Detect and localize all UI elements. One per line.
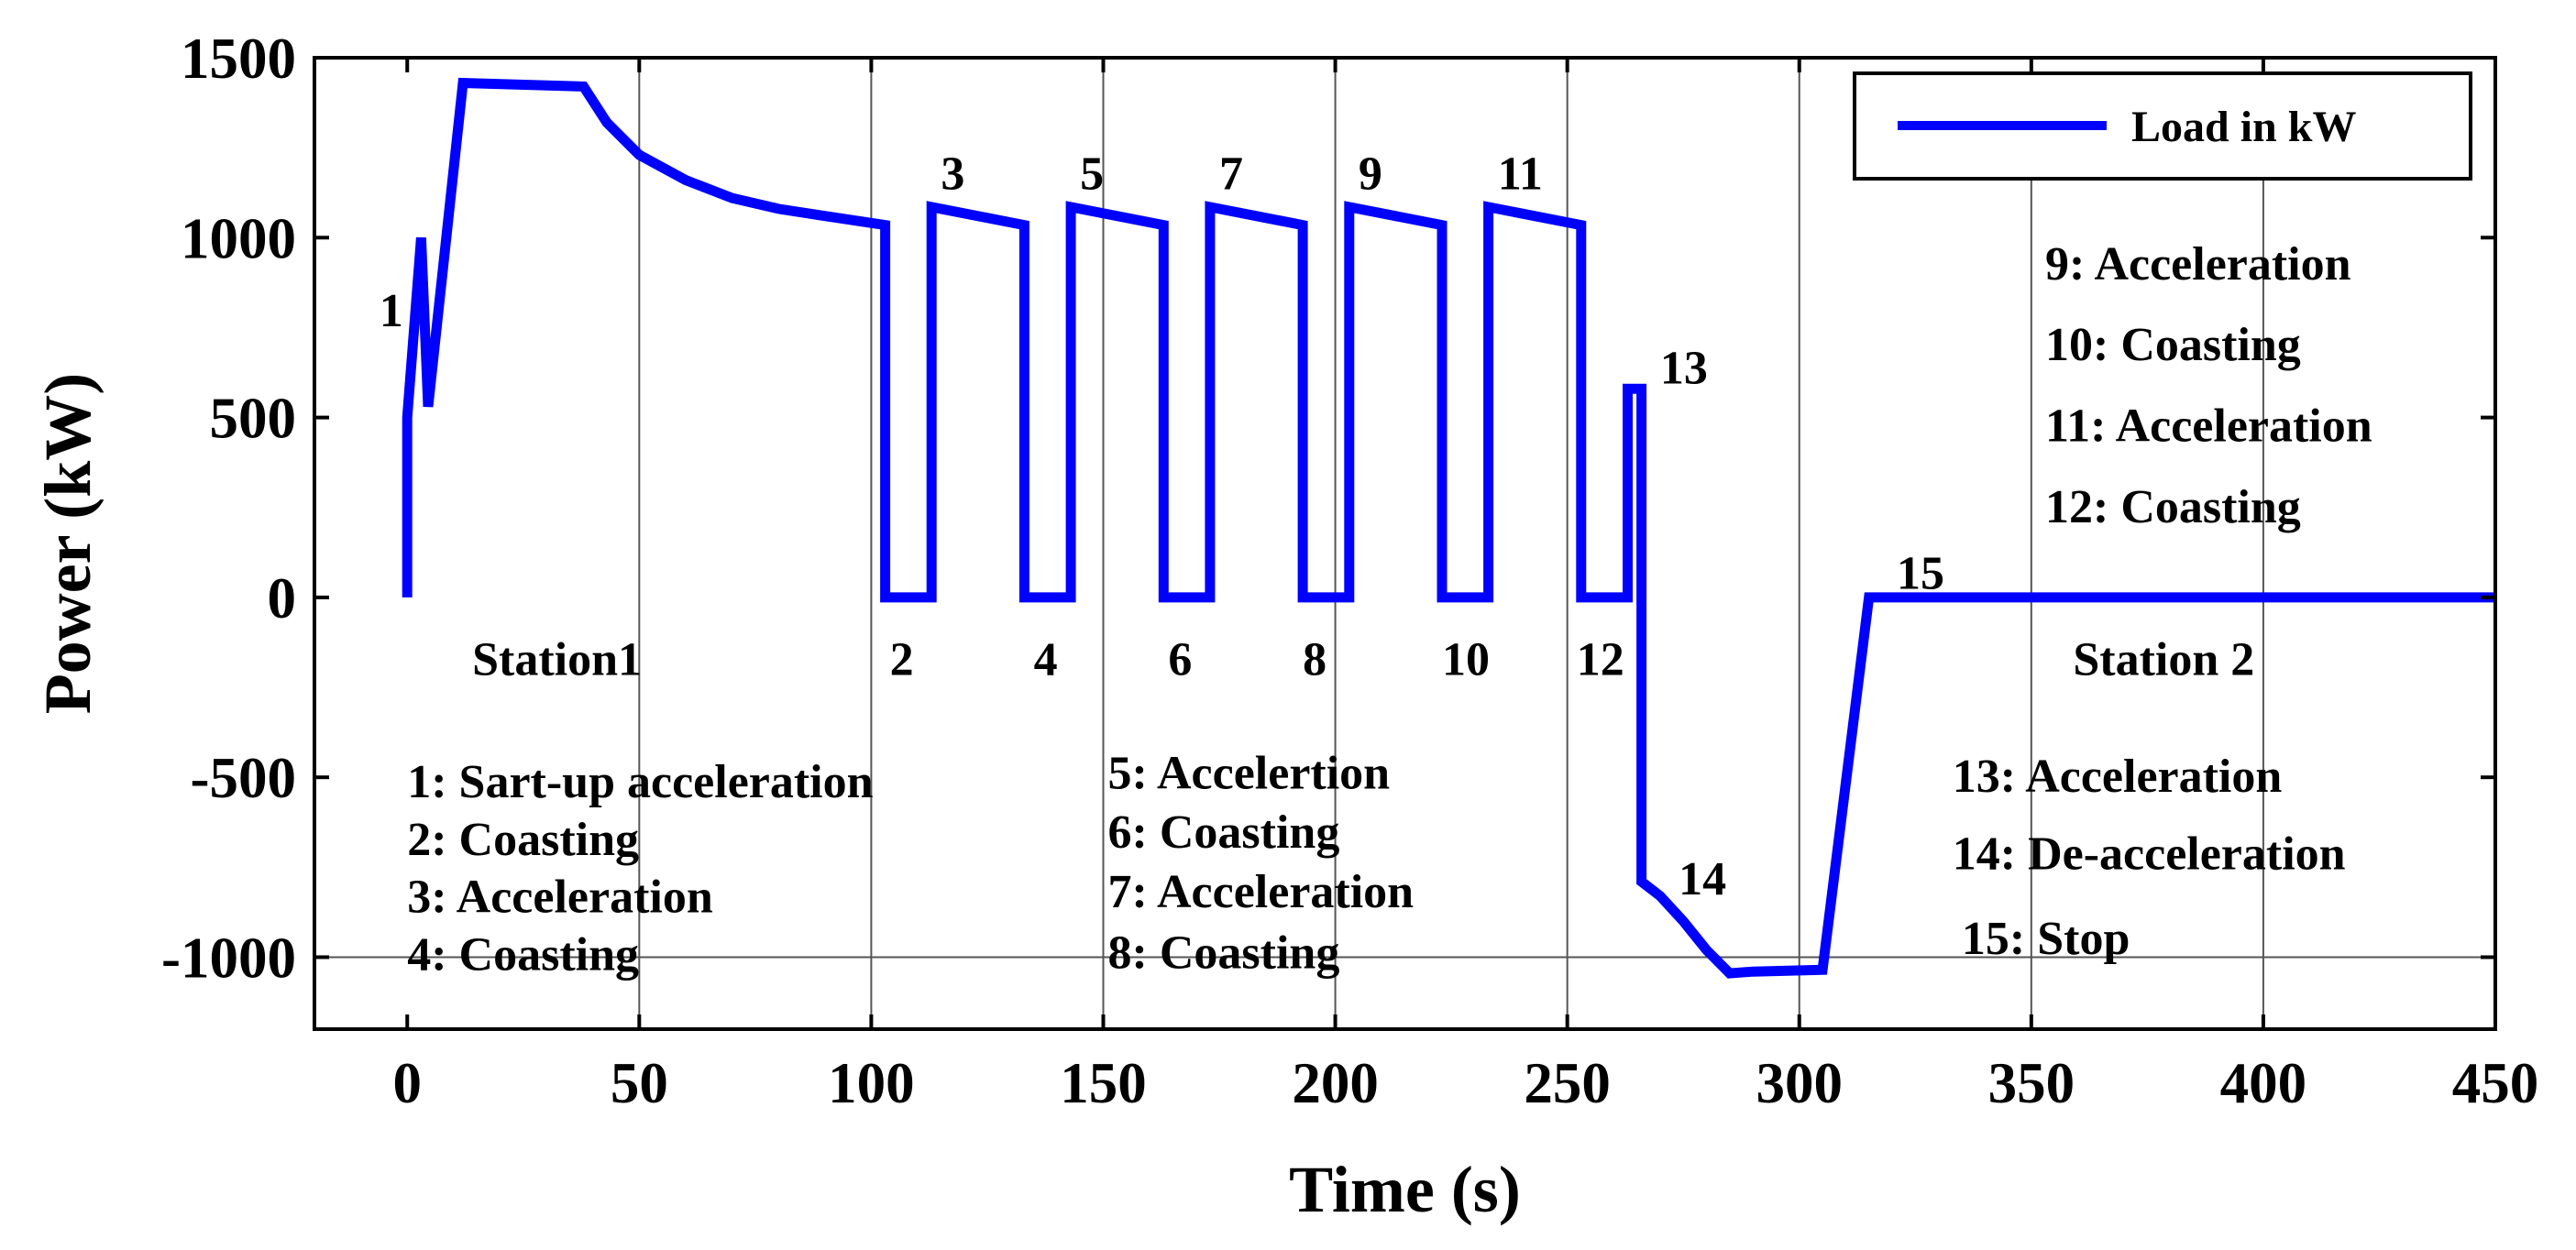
legend: Load in kW [1853,71,2472,181]
y-tick-label: -1000 [161,926,296,990]
annotation-label: 11 [1498,148,1543,201]
x-tick-label: 0 [392,1051,422,1115]
x-axis-title: Time (s) [1289,1153,1521,1226]
y-tick-label: 500 [210,387,297,451]
annotation-label: 2: Coasting [407,814,639,866]
annotation-label: 8 [1303,634,1327,686]
annotation-label: 1: Sart-up acceleration [407,756,873,808]
y-tick-label: 1500 [181,27,296,91]
annotation-label: 13: Acceleration [1953,751,2283,803]
annotation-label: 7 [1219,148,1243,201]
annotation-label: 3: Acceleration [407,872,713,924]
plot-area-frame [313,56,2497,1031]
annotation-label: 4: Coasting [407,929,639,981]
annotation-label: 1 [380,285,403,337]
annotation-label: 10: Coasting [2045,319,2301,371]
annotation-label: 4 [1034,634,1058,686]
y-tick-label: 1000 [181,206,296,270]
series-line-load [402,77,2495,979]
x-tick-labels: 0 50 100 150 200 250 300 350 400 450 [392,1051,2538,1115]
series-group [402,77,2495,979]
x-tick-label: 200 [1292,1051,1379,1115]
axis-ticks [314,56,2497,1029]
annotation-label: 6 [1168,634,1192,686]
x-tick-label: 100 [828,1051,915,1115]
annotation-label: Station 2 [2073,634,2254,686]
x-tick-label: 150 [1060,1051,1147,1115]
annotation-label: 7: Acceleration [1108,866,1415,918]
annotation-label: Station1 [472,634,642,686]
x-tick-label: 400 [2220,1051,2307,1115]
annotation-label: 9 [1359,148,1382,201]
legend-label: Load in kW [2131,103,2356,151]
y-axis-title: Power (kW) [31,373,105,715]
annotation-label: 5: Accelertion [1108,747,1391,799]
annotation-label: 11: Acceleration [2045,400,2372,452]
x-tick-label: 250 [1524,1051,1611,1115]
x-tick-label: 350 [1988,1051,2075,1115]
annotation-label: 9: Acceleration [2045,238,2351,291]
x-tick-label: 300 [1756,1051,1843,1115]
x-tick-label: 50 [611,1051,668,1115]
annotation-label: 14 [1679,853,1726,905]
annotation-label: 15: Stop [1962,913,2130,965]
annotation-label: 2 [890,634,914,686]
annotation-label: 13 [1660,343,1708,395]
annotation-label: 12: Coasting [2045,481,2301,533]
x-tick-label: 450 [2452,1051,2539,1115]
annotation-label: 8: Coasting [1108,927,1340,980]
annotation-label: 3 [941,148,964,201]
y-tick-label: 0 [268,566,297,630]
annotation-label: 12 [1577,634,1624,686]
annotation-label: 5 [1080,148,1104,201]
y-tick-labels: -1000 -500 0 500 1000 1500 [161,27,296,990]
annotation-label: 10 [1442,634,1490,686]
annotation-label: 14: De-acceleration [1953,828,2346,881]
annotation-label: 6: Coasting [1108,806,1340,859]
annotation-label: 15 [1897,547,1944,599]
y-tick-label: -500 [191,746,296,810]
